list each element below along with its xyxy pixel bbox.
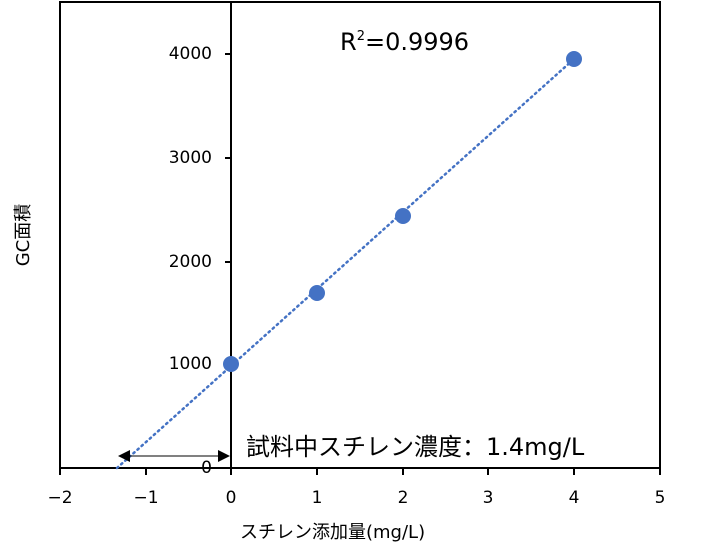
r-squared-value: =0.9996 <box>364 28 470 56</box>
data-point <box>395 208 411 224</box>
y-tick-label: 4000 <box>168 44 212 64</box>
data-point <box>566 51 582 67</box>
x-tick-label: 2 <box>397 488 409 508</box>
y-axis-title: GC面積 <box>13 203 34 267</box>
r-superscript: 2 <box>356 29 365 44</box>
x-tick-label: 1 <box>311 488 323 508</box>
y-tick-label: 0 <box>201 458 212 478</box>
r-symbol: R <box>340 28 357 56</box>
x-tick-label: −2 <box>47 488 73 508</box>
concentration-annotation: 試料中スチレン濃度：1.4mg/L <box>246 433 585 461</box>
x-tick-label: 0 <box>225 488 237 508</box>
x-axis-title: スチレン添加量(mg/L) <box>240 522 426 543</box>
extrapolation-arrow <box>118 450 230 462</box>
data-point <box>309 285 325 301</box>
x-tick-label: 4 <box>568 488 580 508</box>
x-ticks <box>59 468 661 475</box>
trendline <box>115 57 576 470</box>
x-tick-label: 3 <box>482 488 494 508</box>
x-tick-label: −1 <box>133 488 159 508</box>
r-squared-label: R2=0.9996 <box>340 28 469 56</box>
y-tick-label: 3000 <box>168 148 212 168</box>
data-points <box>223 51 582 372</box>
y-tick-label: 1000 <box>168 354 212 374</box>
plot-frame <box>59 1 661 469</box>
x-tick-label: 5 <box>654 488 666 508</box>
data-point <box>223 356 239 372</box>
y-tick-label: 2000 <box>168 252 212 272</box>
